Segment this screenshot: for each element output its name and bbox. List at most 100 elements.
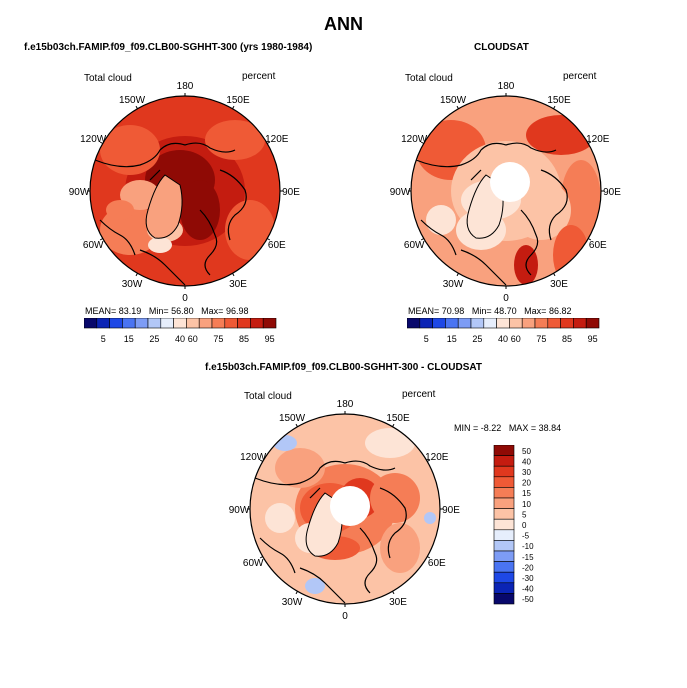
panel2-lon-label: 30E	[550, 279, 568, 290]
panel3-lon-label: 30W	[282, 597, 303, 608]
panel1-lon-tick	[232, 105, 235, 109]
panel1-lon-tick	[267, 141, 271, 144]
panel2-min-label: Min=	[471, 306, 492, 316]
panel2-lon-label: 60W	[404, 240, 425, 251]
panel1-coastline	[199, 209, 218, 276]
panel2-colorbar-swatch	[419, 318, 433, 329]
panel1-colorbar-label: 75	[213, 334, 223, 344]
panel1-lon-tick	[267, 238, 271, 241]
panel1-colorbar-swatch	[262, 318, 277, 329]
panel3-coastline	[299, 567, 346, 604]
main-title: ANN	[324, 14, 363, 34]
panel1-colorbar-label: 95	[265, 334, 275, 344]
panel1-lon-label: 30W	[122, 279, 143, 290]
panel3-lon-tick	[392, 591, 395, 595]
panel1-max-value: 96.98	[225, 306, 249, 316]
panel2-units-label: percent	[563, 71, 597, 82]
panel3-colorbar-label: 30	[522, 468, 531, 477]
panel2-coastline	[460, 249, 507, 286]
panel3-lon-label: 120E	[425, 452, 449, 463]
panel1-lon-tick	[99, 238, 103, 241]
panel1-colorbar-label: 25	[149, 334, 159, 344]
panel1-coastline	[139, 249, 186, 286]
panel1-colorbar-swatch	[84, 318, 98, 329]
panel2-colorbar-swatch	[496, 318, 510, 329]
panel1-lon-tick	[135, 105, 138, 109]
panel1-field-region	[100, 125, 160, 175]
panel1-coastline	[219, 169, 247, 241]
panel2-title: CLOUDSAT	[474, 42, 529, 53]
panel1-lon-label: 60W	[83, 240, 104, 251]
panel1-colorbar-label: 5	[101, 334, 106, 344]
panel2-lon-label: 90W	[390, 187, 411, 198]
panel2-colorbar-swatch	[432, 318, 446, 329]
panel2-field-region	[553, 225, 589, 285]
panel3-min-value: -8.22	[480, 423, 502, 433]
panel3-lon-label: 30E	[389, 597, 407, 608]
panel3-field-region	[370, 473, 420, 523]
panel1-colorbar-swatch	[134, 318, 149, 329]
panel3-lon-label: 150E	[386, 413, 410, 424]
panel1-variable-label: Total cloud	[84, 73, 132, 84]
panel1-lon-tick	[232, 273, 235, 277]
panel2-min-value: 48.70	[494, 306, 517, 316]
panel1-colorbar-swatch	[250, 318, 264, 329]
panel1-coastline	[99, 219, 136, 256]
panel2-colorbar-swatch	[470, 318, 485, 329]
panel2-coastline	[415, 142, 507, 168]
panel2-colorbar-swatch	[407, 318, 421, 329]
panel3-lon-label: 60E	[428, 558, 446, 569]
panel1-lon-label: 90E	[282, 187, 300, 198]
panel3-colorbar-swatch	[493, 540, 515, 552]
panel1-title: f.e15b03ch.FAMIP.f09_f09.CLB00-SGHHT-300…	[24, 42, 313, 53]
panel3-units-label: percent	[402, 389, 436, 400]
panel2-coastline	[520, 209, 539, 276]
panel3-lon-tick	[427, 459, 431, 462]
panel3-colorbar-label: -40	[522, 585, 534, 594]
panel3-colorbar-swatch	[493, 550, 515, 562]
panel2-max-value: 86.82	[548, 306, 572, 316]
panel3-colorbar-swatch	[493, 465, 515, 478]
panel2-lon-label: 150W	[440, 95, 467, 106]
panel1-field-region	[148, 237, 172, 253]
panel3-colorbar-swatch	[493, 582, 515, 594]
panel2-colorbar-label: 95	[588, 334, 598, 344]
panel2-lon-tick	[456, 105, 459, 109]
panel1-colorbar-label: 40	[175, 334, 185, 344]
panel3-max-label: MAX =	[508, 423, 537, 433]
panel1-lon-label: 30E	[229, 279, 247, 290]
panel1-colorbar-swatch	[224, 318, 238, 329]
panel2-variable-label: Total cloud	[405, 73, 453, 84]
panel3-colorbar-label: 0	[522, 521, 527, 530]
panel2-lon-label: 90E	[603, 187, 621, 198]
panel1-colorbar-swatch	[109, 318, 123, 329]
panel2-colorbar-swatch	[585, 318, 600, 329]
panel2-colorbar-swatch	[534, 318, 549, 329]
panel2-colorbar-label: 25	[472, 334, 482, 344]
panel3-coastline	[379, 487, 407, 559]
panel2-lon-tick	[588, 238, 592, 241]
panel3-colorbar-swatch	[493, 518, 515, 531]
panel1-coastline	[94, 142, 186, 168]
panel3-polar-gap	[330, 486, 370, 526]
panel3-coastline	[259, 537, 296, 574]
panel1-colorbar-swatch	[147, 318, 162, 329]
panel3-colorbar-label: 20	[522, 479, 531, 488]
panel2-colorbar-swatch	[547, 318, 561, 329]
panel2-colorbar-swatch	[483, 318, 497, 329]
panel3-colorbar-label: -50	[522, 595, 534, 604]
panel2-colorbar-swatch	[457, 318, 472, 329]
panel2-colorbar-label: 40	[498, 334, 508, 344]
panel1-lon-label: 120W	[80, 134, 107, 145]
panel3-field-region	[365, 428, 415, 458]
panel3-lon-tick	[392, 423, 395, 427]
panel1-max-label: Max=	[201, 306, 224, 316]
panel1-lon-label: 120E	[265, 134, 289, 145]
panel1-field-region	[225, 200, 275, 260]
panel2-stats: MEAN= 70.98 Min= 48.70 Max= 86.82	[408, 306, 571, 316]
panel3-colorbar-swatch	[493, 508, 515, 520]
panel3-colorbar-swatch	[493, 561, 515, 573]
panel1-lon-label: 0	[182, 293, 188, 302]
panel3-colorbar-label: 15	[522, 489, 531, 498]
